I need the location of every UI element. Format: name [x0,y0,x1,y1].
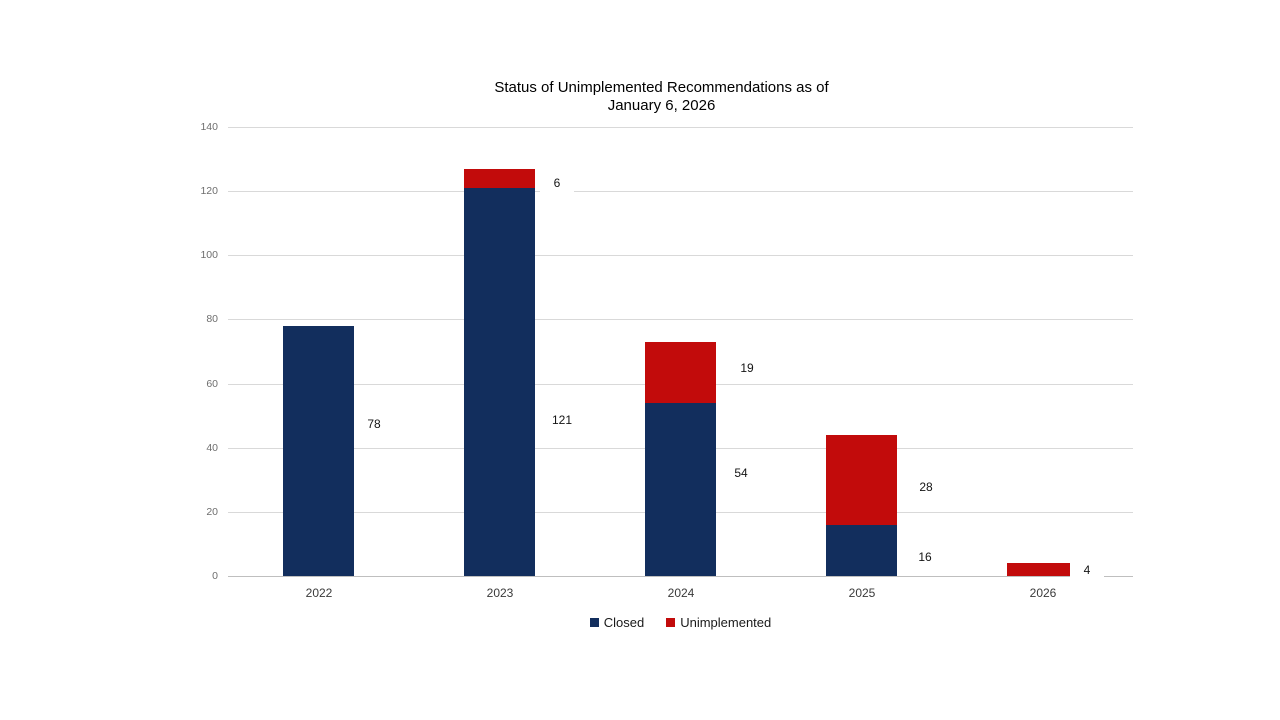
bar-2024-unimplemented [645,342,716,403]
x-label-2024: 2024 [667,586,695,600]
y-tick-label-40: 40 [206,442,218,454]
legend-swatch-closed [589,617,599,627]
x-label-2026: 2026 [1029,586,1057,600]
data-label-4: 4 [1070,561,1104,579]
data-label-121: 121 [543,411,581,429]
bar-2025-closed [826,525,897,576]
y-tick-label-80: 80 [206,313,218,325]
gridline-y-80 [228,319,1133,320]
y-tick-label-0: 0 [212,570,218,582]
y-tick-label-60: 60 [206,378,218,390]
bar-2026-unimplemented [1007,563,1078,576]
data-label-6: 6 [540,174,574,192]
legend-label-closed: Closed [603,614,645,630]
legend-swatch-unimplemented [666,617,676,627]
bar-2022-closed [283,326,354,576]
bar-2025-unimplemented [826,435,897,525]
data-label-19: 19 [730,359,764,377]
chart-title-line2: January 6, 2026 [607,97,716,114]
data-label-78: 78 [357,415,391,433]
legend: Closed Unimplemented [228,613,1133,631]
bar-2023-unimplemented [464,169,535,188]
y-tick-label-120: 120 [200,185,218,197]
x-label-2025: 2025 [848,586,876,600]
y-tick-label-20: 20 [206,506,218,518]
legend-item-unimplemented: Unimplemented [666,615,771,630]
data-label-16: 16 [908,548,942,566]
y-tick-label-100: 100 [200,249,218,261]
gridline-y-100 [228,255,1133,256]
chart-title: Status of Unimplemented Recommendations … [190,79,1133,115]
legend-label-unimplemented: Unimplemented [680,614,772,630]
legend-item-closed: Closed [589,614,645,630]
bar-2024-closed [645,403,716,576]
y-tick-label-140: 140 [200,121,218,133]
chart-title-line1: Status of Unimplemented Recommendations … [494,79,829,96]
x-axis-baseline [228,576,1133,577]
gridline-y-140 [228,127,1133,128]
gridline-y-120 [228,191,1133,192]
x-label-2023: 2023 [486,586,514,600]
data-label-54: 54 [724,464,758,482]
bar-2023-closed [464,188,535,576]
x-label-2022: 2022 [305,586,333,600]
data-label-28: 28 [909,478,943,496]
